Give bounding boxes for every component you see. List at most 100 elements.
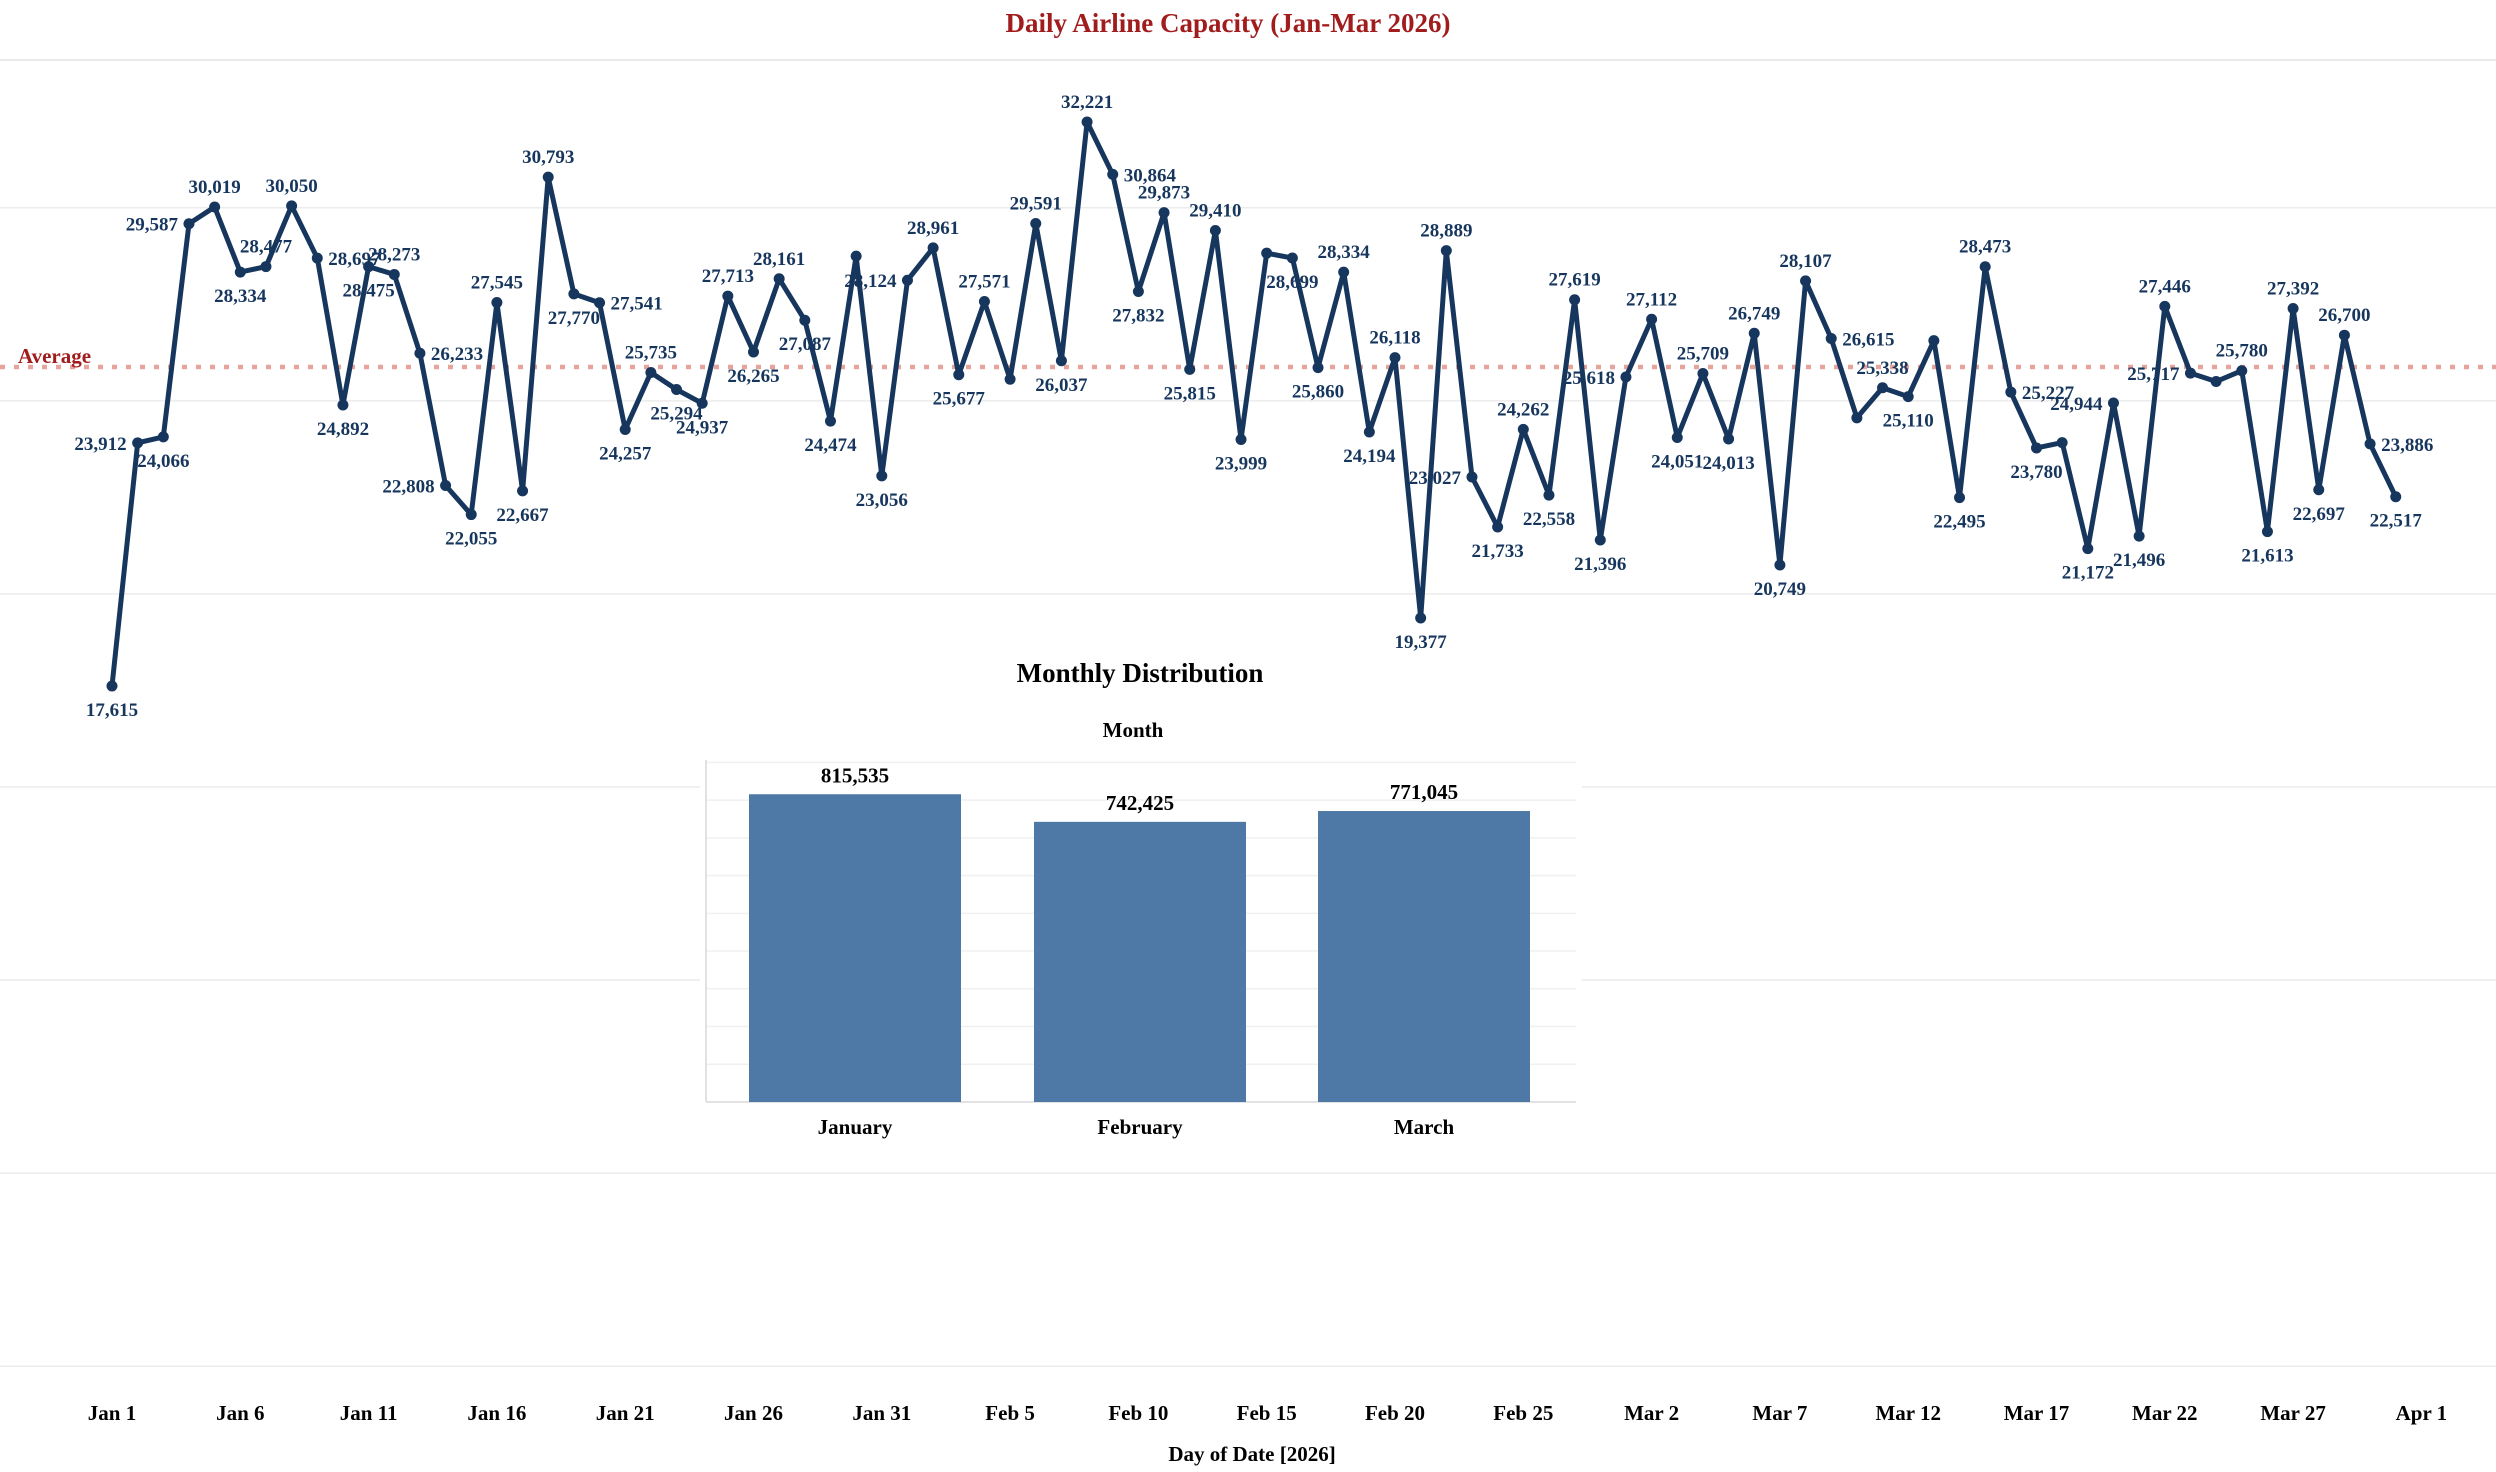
data-point[interactable] xyxy=(799,314,811,326)
data-point[interactable] xyxy=(2133,530,2145,542)
data-point[interactable] xyxy=(1004,373,1016,385)
data-point[interactable] xyxy=(2338,329,2350,341)
data-point[interactable] xyxy=(1030,218,1042,230)
data-point[interactable] xyxy=(1620,371,1632,383)
data-point[interactable] xyxy=(2287,302,2299,314)
data-point[interactable] xyxy=(1851,412,1863,424)
data-point[interactable] xyxy=(1363,426,1375,438)
data-point[interactable] xyxy=(824,415,836,427)
data-point[interactable] xyxy=(517,485,529,497)
data-point[interactable] xyxy=(876,470,888,482)
point-label: 25,294 xyxy=(650,403,703,424)
point-label: 27,541 xyxy=(611,294,663,315)
data-point[interactable] xyxy=(2159,300,2171,312)
data-point[interactable] xyxy=(1440,245,1452,257)
data-point[interactable] xyxy=(542,171,554,183)
data-point[interactable] xyxy=(2107,397,2119,409)
data-point[interactable] xyxy=(491,297,503,309)
bar[interactable] xyxy=(1034,821,1246,1102)
data-point[interactable] xyxy=(286,200,298,212)
data-point[interactable] xyxy=(2390,491,2402,503)
data-point[interactable] xyxy=(2005,386,2017,398)
data-point[interactable] xyxy=(1261,247,1273,259)
data-point[interactable] xyxy=(2210,376,2222,388)
data-point[interactable] xyxy=(1928,335,1940,347)
point-label: 26,037 xyxy=(1035,375,1088,396)
data-point[interactable] xyxy=(363,261,375,273)
data-point[interactable] xyxy=(1492,521,1504,533)
data-point[interactable] xyxy=(696,397,708,409)
data-point[interactable] xyxy=(722,290,734,302)
data-point[interactable] xyxy=(850,250,862,262)
data-point[interactable] xyxy=(671,383,683,395)
data-point[interactable] xyxy=(1543,489,1555,501)
data-point[interactable] xyxy=(440,479,452,491)
data-point[interactable] xyxy=(594,297,606,309)
data-point[interactable] xyxy=(311,252,323,264)
point-label: 21,172 xyxy=(2062,563,2114,584)
data-point[interactable] xyxy=(2313,484,2325,496)
data-point[interactable] xyxy=(1723,433,1735,445)
data-point[interactable] xyxy=(1902,391,1914,403)
data-point[interactable] xyxy=(1800,275,1812,287)
data-point[interactable] xyxy=(1338,266,1350,278)
data-point[interactable] xyxy=(1646,313,1658,325)
data-point[interactable] xyxy=(1107,168,1119,180)
data-point[interactable] xyxy=(1184,363,1196,375)
data-point[interactable] xyxy=(2364,438,2376,450)
data-point[interactable] xyxy=(1158,207,1170,219)
data-point[interactable] xyxy=(1569,294,1581,306)
data-point[interactable] xyxy=(645,366,657,378)
data-point[interactable] xyxy=(953,369,965,381)
data-point[interactable] xyxy=(1389,352,1401,364)
data-point[interactable] xyxy=(568,288,580,300)
data-point[interactable] xyxy=(1697,367,1709,379)
data-point[interactable] xyxy=(1132,285,1144,297)
data-point[interactable] xyxy=(1466,471,1478,483)
data-point[interactable] xyxy=(2184,367,2196,379)
data-point[interactable] xyxy=(1671,431,1683,443)
data-point[interactable] xyxy=(1954,492,1966,504)
point-label: 24,257 xyxy=(599,444,652,465)
data-point[interactable] xyxy=(1594,534,1606,546)
data-point[interactable] xyxy=(2056,437,2068,449)
bar[interactable] xyxy=(1318,811,1530,1102)
data-point[interactable] xyxy=(1235,433,1247,445)
bar[interactable] xyxy=(749,794,961,1102)
data-point[interactable] xyxy=(1415,612,1427,624)
data-point[interactable] xyxy=(1055,355,1067,367)
data-point[interactable] xyxy=(927,242,939,254)
data-point[interactable] xyxy=(337,399,349,411)
point-label: 26,615 xyxy=(1842,329,1894,350)
data-point[interactable] xyxy=(234,266,246,278)
data-point[interactable] xyxy=(2031,442,2042,454)
data-point[interactable] xyxy=(1517,423,1529,435)
data-point[interactable] xyxy=(209,201,221,213)
data-point[interactable] xyxy=(1774,559,1786,571)
data-point[interactable] xyxy=(132,437,144,449)
data-point[interactable] xyxy=(1979,261,1991,273)
data-point[interactable] xyxy=(1877,382,1889,394)
data-point[interactable] xyxy=(157,431,169,443)
data-point[interactable] xyxy=(1081,116,1093,128)
data-point[interactable] xyxy=(619,424,631,436)
data-point[interactable] xyxy=(388,268,400,280)
data-point[interactable] xyxy=(1312,362,1324,374)
data-point[interactable] xyxy=(1209,225,1221,237)
data-point[interactable] xyxy=(183,218,195,230)
data-point[interactable] xyxy=(1825,332,1837,344)
data-point[interactable] xyxy=(2236,365,2248,377)
data-point[interactable] xyxy=(773,273,785,285)
data-point[interactable] xyxy=(1748,327,1760,339)
point-label: 27,770 xyxy=(548,308,600,329)
data-point[interactable] xyxy=(2082,543,2094,555)
data-point[interactable] xyxy=(2261,526,2273,538)
data-point[interactable] xyxy=(748,346,759,358)
data-point[interactable] xyxy=(1286,252,1298,264)
data-point[interactable] xyxy=(978,296,990,308)
data-point[interactable] xyxy=(465,509,477,521)
data-point[interactable] xyxy=(106,680,118,692)
data-point[interactable] xyxy=(414,347,426,359)
data-point[interactable] xyxy=(901,274,913,286)
data-point[interactable] xyxy=(260,261,272,273)
